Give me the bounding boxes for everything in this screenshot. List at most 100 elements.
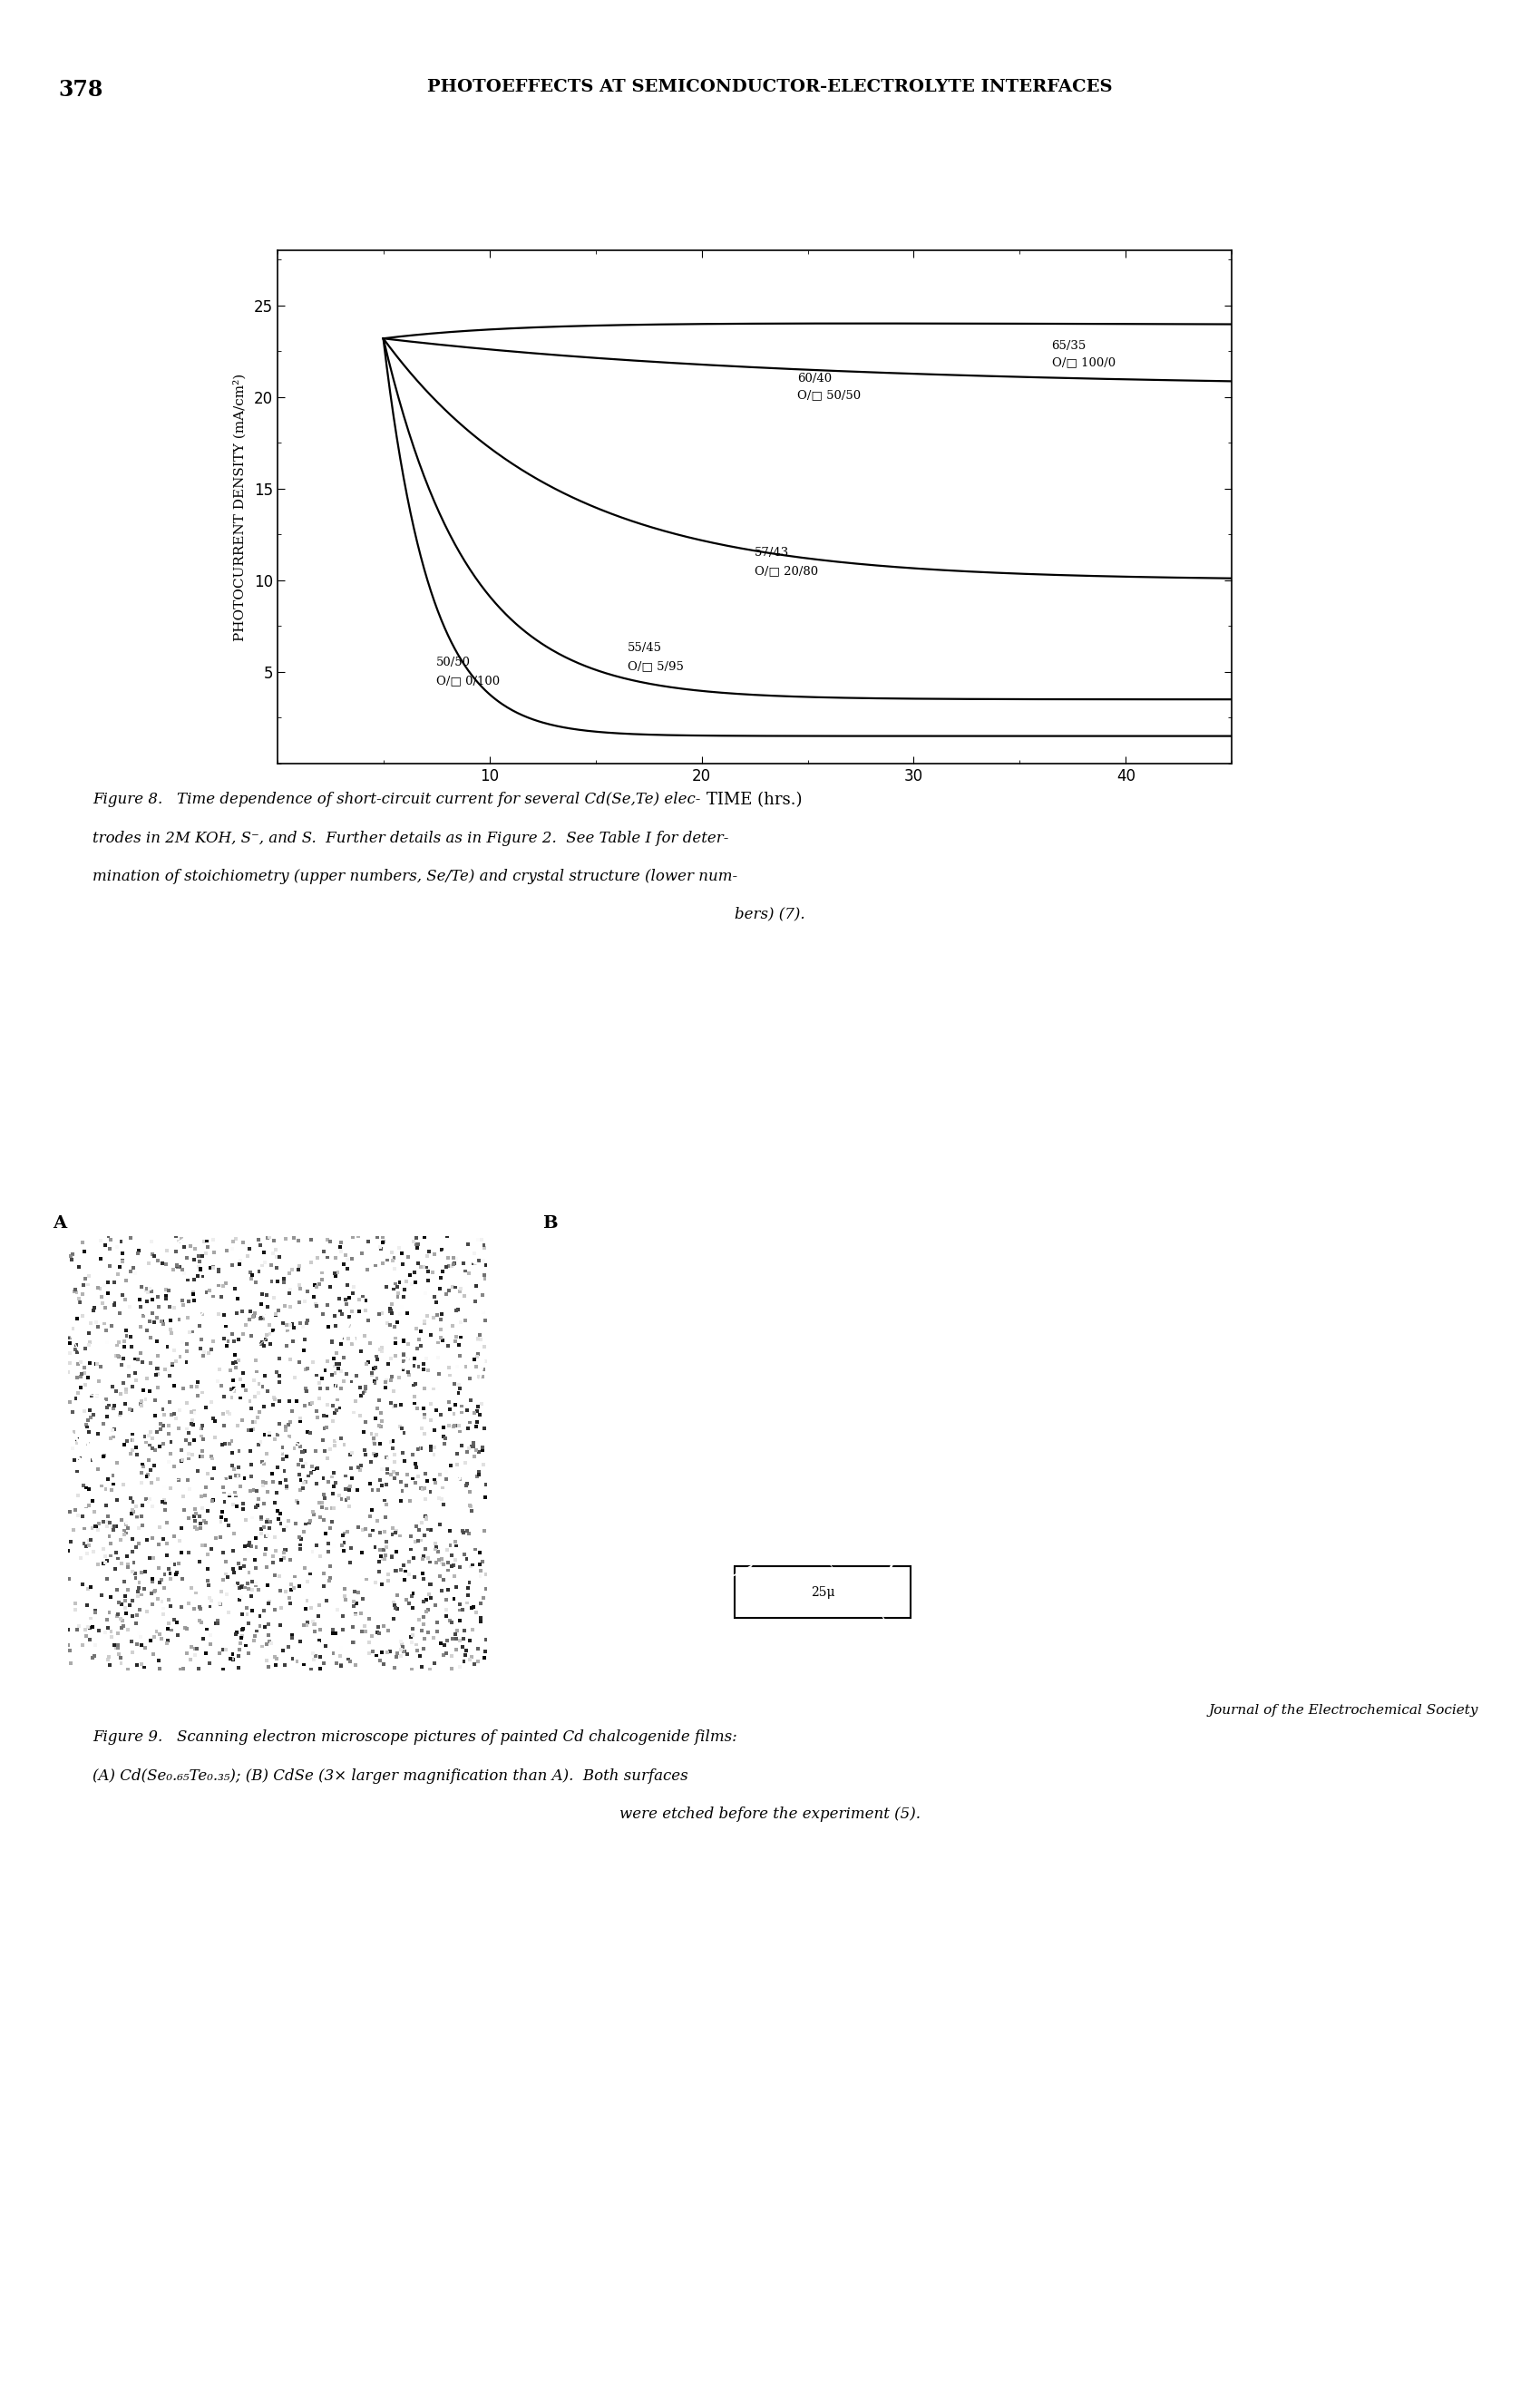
Point	[306, 1587, 331, 1625]
Point	[427, 1558, 451, 1596]
Point	[359, 1444, 383, 1482]
Point	[280, 1322, 305, 1360]
Point	[129, 1618, 154, 1656]
Point	[434, 1580, 459, 1618]
Point	[139, 1413, 163, 1451]
Point	[65, 1334, 89, 1372]
Point	[442, 1408, 467, 1446]
Point	[125, 1436, 149, 1475]
Point	[91, 1405, 116, 1444]
Point	[174, 1238, 199, 1277]
Point	[451, 1277, 476, 1315]
Point	[162, 1250, 186, 1288]
Point	[339, 1458, 363, 1496]
Point	[157, 1288, 182, 1327]
Point	[149, 1243, 174, 1281]
Point	[470, 1358, 494, 1396]
Point	[371, 1222, 396, 1260]
Point	[256, 1501, 280, 1539]
Point	[270, 1434, 294, 1472]
Point	[226, 1432, 251, 1470]
Point	[303, 1265, 328, 1303]
Point	[316, 1238, 340, 1277]
Point	[222, 1370, 246, 1408]
Point	[114, 1372, 139, 1410]
Point	[179, 1367, 203, 1405]
Point	[102, 1627, 126, 1665]
Point	[380, 1515, 405, 1553]
Point	[323, 1644, 348, 1682]
Point	[75, 1358, 100, 1396]
Point	[391, 1336, 416, 1374]
Point	[299, 1651, 323, 1689]
Point	[83, 1625, 108, 1663]
Point	[346, 1293, 371, 1331]
Point	[411, 1582, 436, 1620]
Point	[277, 1541, 302, 1580]
Point	[156, 1327, 180, 1365]
Point	[348, 1594, 373, 1632]
Point	[282, 1219, 306, 1257]
Point	[154, 1277, 179, 1315]
Point	[226, 1565, 251, 1603]
Point	[160, 1346, 185, 1384]
Point	[314, 1398, 339, 1436]
Point	[271, 1260, 296, 1298]
Point	[136, 1312, 160, 1350]
Point	[145, 1241, 169, 1279]
Point	[91, 1384, 116, 1422]
Point	[140, 1420, 165, 1458]
Point	[105, 1229, 129, 1267]
Point	[109, 1241, 134, 1279]
Point	[69, 1355, 94, 1393]
Point	[362, 1420, 387, 1458]
Point	[185, 1453, 209, 1491]
Point	[331, 1362, 356, 1401]
Point	[403, 1522, 428, 1560]
Point	[271, 1262, 296, 1300]
Point	[283, 1358, 308, 1396]
Point	[194, 1274, 219, 1312]
Point	[120, 1596, 145, 1634]
Point	[473, 1300, 497, 1339]
Point	[243, 1262, 268, 1300]
Point	[157, 1405, 182, 1444]
Point	[387, 1265, 411, 1303]
Point	[114, 1370, 139, 1408]
Point	[447, 1405, 471, 1444]
Point	[66, 1477, 91, 1515]
Point	[206, 1362, 231, 1401]
Point	[328, 1389, 353, 1427]
Point	[162, 1601, 186, 1639]
Point	[374, 1453, 399, 1491]
Point	[180, 1312, 205, 1350]
Point	[99, 1222, 123, 1260]
Point	[179, 1405, 203, 1444]
Point	[299, 1453, 323, 1491]
Point	[111, 1365, 136, 1403]
Point	[414, 1498, 439, 1537]
Point	[140, 1539, 165, 1577]
Point	[346, 1217, 371, 1255]
Point	[431, 1560, 456, 1599]
Point	[55, 1611, 80, 1649]
Point	[162, 1288, 186, 1327]
Y-axis label: PHOTOCURRENT DENSITY (mA/cm²): PHOTOCURRENT DENSITY (mA/cm²)	[233, 372, 246, 642]
Point	[330, 1527, 354, 1565]
FancyBboxPatch shape	[735, 1565, 910, 1618]
Point	[353, 1370, 377, 1408]
Point	[251, 1508, 276, 1546]
Point	[314, 1627, 339, 1665]
Point	[470, 1544, 494, 1582]
Point	[111, 1234, 136, 1272]
Point	[194, 1467, 219, 1506]
Point	[237, 1603, 262, 1642]
Point	[169, 1432, 194, 1470]
Point	[351, 1277, 376, 1315]
Point	[85, 1308, 109, 1346]
Point	[411, 1606, 436, 1644]
Point	[408, 1522, 433, 1560]
Point	[464, 1267, 488, 1305]
Point	[265, 1238, 290, 1277]
Point	[57, 1324, 82, 1362]
